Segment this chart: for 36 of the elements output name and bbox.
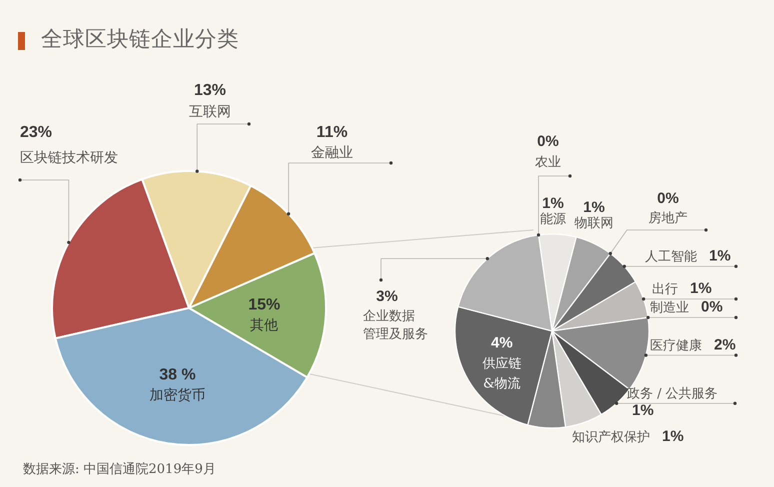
slice-label: 区块链技术研发 [20,150,118,166]
category-label: 房地产 [648,211,688,226]
source-note: 数据来源: 中国信通院2019年9月 [23,461,216,479]
slice-label: 互联网 [189,104,231,120]
chart-title: 全球区块链企业分类 [41,27,239,53]
data-label: 1% [662,428,684,445]
slice-label: 金融业 [311,145,353,161]
slice-label: 物联网 [574,216,614,231]
data-label: 15% [248,296,280,314]
data-label: 1% [583,199,605,216]
slice-label: 人工智能 [645,249,697,264]
data-label: 1% [709,247,731,264]
data-label: 11% [316,124,348,141]
data-label: 3% [376,288,398,305]
data-label: 38 % [159,366,196,384]
slice-label: 供应链&物流 [482,356,522,392]
slice-label: 加密货币 [149,387,206,404]
data-label: 1% [542,195,564,212]
slice-label: 能源 [540,212,566,227]
data-label: 13% [194,82,226,99]
slice-label: 医疗健康 [650,338,702,354]
data-label: 23% [20,124,52,141]
slice-label: 知识产权保护 [572,430,650,445]
text: 0% [657,190,679,207]
data-label: 4% [491,334,513,352]
data-label: 2% [714,336,736,354]
text: 0% [701,298,723,316]
category-label: 农业 [535,155,561,170]
text: 0% [537,133,559,150]
slice-label: 企业数据管理及服务 [363,309,428,342]
slice-label: 政务 / 公共服务 [627,386,718,402]
slice-label: 其他 [250,317,278,334]
data-label: 1% [632,402,654,419]
legend-label: 制造业 [650,300,689,316]
data-label: 1% [690,280,712,298]
slice-label: 出行 [652,282,678,298]
